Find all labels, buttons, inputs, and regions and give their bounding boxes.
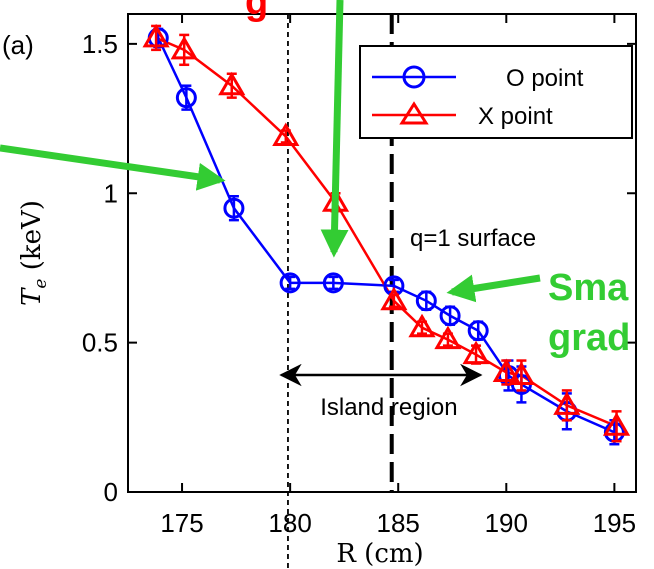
x-tick-label: 185 — [377, 508, 420, 538]
y-tick-label: 1.5 — [82, 29, 118, 59]
x-point-marker — [408, 313, 436, 338]
y-tick-label: 0.5 — [82, 328, 118, 358]
x-point-marker — [272, 122, 300, 146]
legend-marker-o — [402, 65, 426, 89]
plot-frame — [127, 13, 637, 493]
partial-right-text-2: grad — [548, 317, 630, 359]
green-arrow-left — [0, 144, 226, 191]
o-point-marker — [223, 197, 245, 219]
x-axis-label: R (cm) — [336, 539, 423, 569]
x-point-marker — [462, 340, 490, 365]
x-tick-label: 195 — [593, 508, 636, 538]
x-tick-label: 175 — [160, 508, 203, 538]
x-point-marker — [142, 23, 170, 48]
panel-label: (a) — [2, 30, 34, 60]
island-region-label: Island region — [320, 394, 457, 421]
green-arrow-right — [446, 274, 541, 303]
o-point-marker — [415, 290, 437, 312]
o-point-marker — [279, 272, 301, 294]
x-point-marker — [380, 286, 408, 311]
x-point-marker — [218, 71, 246, 96]
legend: O point X point — [359, 45, 633, 139]
x-point-marker — [507, 361, 536, 385]
x-tick-label: 180 — [268, 508, 311, 538]
x-point-marker — [492, 358, 520, 382]
x-point-marker — [434, 325, 462, 350]
legend-label-o: O point — [506, 65, 584, 92]
legend-marker-x — [399, 101, 429, 125]
q-surface-label: q=1 surface — [410, 225, 536, 252]
o-point-marker — [467, 320, 489, 342]
o-point-marker — [175, 87, 197, 109]
x-point-marker — [602, 412, 631, 436]
partial-right-text-1: Sma — [548, 267, 629, 309]
y-tick-label: 0 — [104, 477, 118, 507]
green-arrow-top — [320, 0, 349, 258]
x-point-marker — [553, 391, 581, 415]
y-tick-label: 1 — [104, 178, 118, 208]
y-axis-label: Te (keV) — [17, 200, 51, 306]
legend-label-x: X point — [478, 103, 553, 130]
partial-top-text: g — [245, 0, 268, 23]
o-point-marker — [439, 305, 461, 327]
o-point-marker — [322, 272, 344, 294]
x-tick-label: 190 — [485, 508, 528, 538]
x-point-marker — [170, 35, 198, 60]
